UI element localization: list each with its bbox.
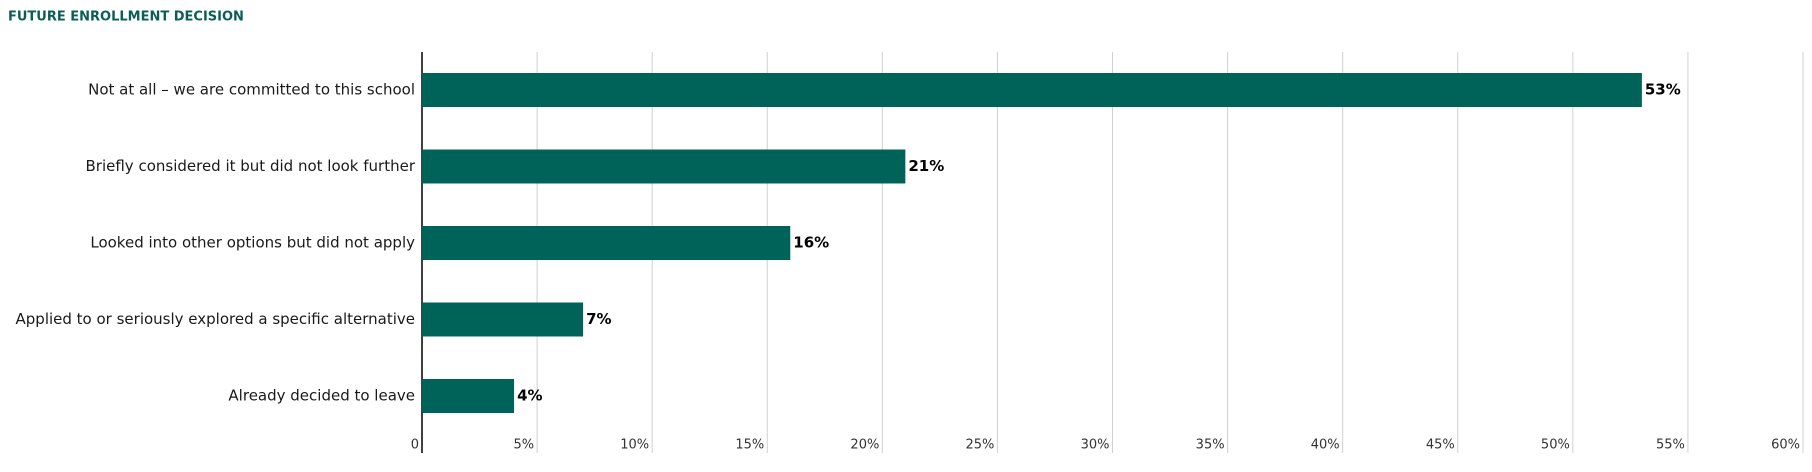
bar — [422, 149, 906, 184]
y-tick-label: Already decided to leave — [228, 387, 415, 405]
x-tick-label: 50% — [1541, 438, 1570, 453]
value-label: 16% — [793, 234, 829, 252]
value-label: 7% — [586, 310, 611, 328]
y-tick-label: Looked into other options but did not ap… — [90, 234, 415, 252]
bar — [422, 302, 584, 337]
x-tick-label: 60% — [1771, 438, 1800, 453]
y-tick-label: Applied to or seriously explored a speci… — [16, 310, 415, 328]
bar — [422, 379, 515, 413]
x-tick-label: 10% — [620, 438, 649, 453]
x-tick-label: 40% — [1311, 438, 1340, 453]
x-tick-label: 45% — [1426, 438, 1455, 453]
x-tick-label: 0 — [411, 438, 419, 453]
bar — [422, 226, 791, 260]
x-tick-label: 15% — [735, 438, 764, 453]
y-tick-label: Briefly considered it but did not look f… — [86, 157, 416, 175]
value-label: 21% — [908, 157, 944, 175]
x-tick-label: 55% — [1656, 438, 1685, 453]
chart-title: FUTURE ENROLLMENT DECISION — [8, 10, 244, 25]
x-tick-label: 35% — [1196, 438, 1225, 453]
y-tick-label: Not at all – we are committed to this sc… — [88, 81, 415, 99]
x-tick-label: 20% — [850, 438, 879, 453]
x-tick-label: 30% — [1081, 438, 1110, 453]
value-label: 53% — [1645, 81, 1681, 99]
bar — [422, 73, 1642, 107]
value-label: 4% — [517, 387, 542, 405]
x-tick-label: 25% — [966, 438, 995, 453]
x-tick-label: 5% — [513, 438, 534, 453]
